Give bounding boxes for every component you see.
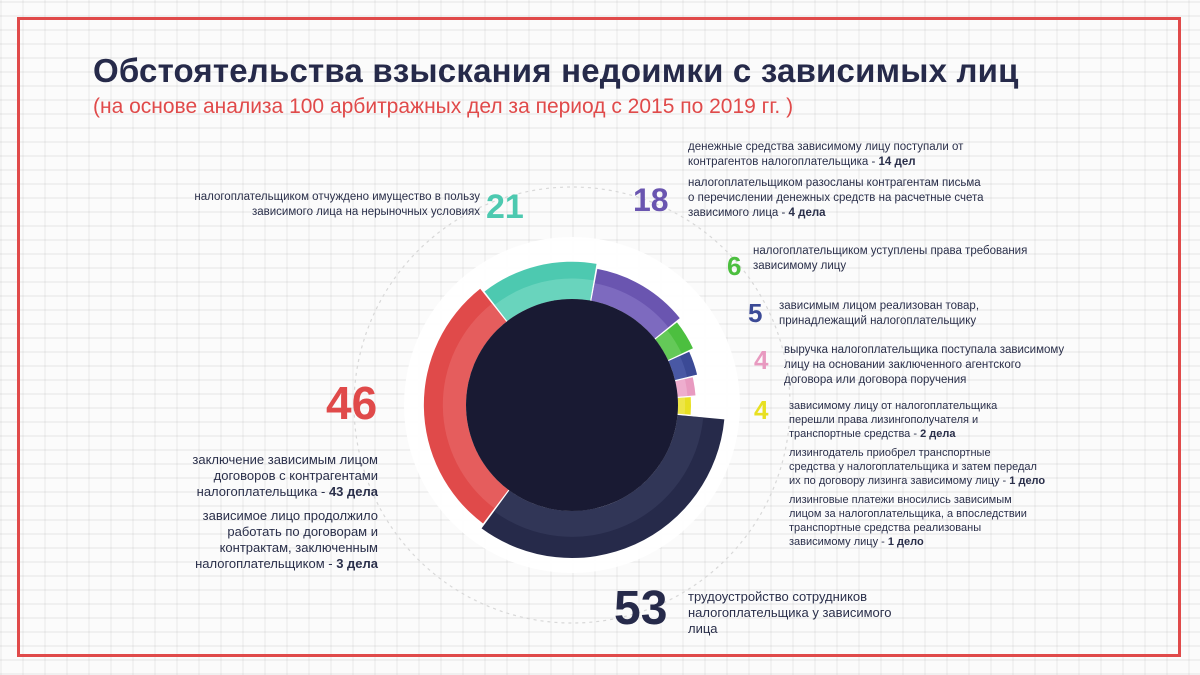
label-4-yellow-b2: средства у налогоплательщика и затем пер…	[789, 461, 1037, 473]
label-21: налогоплательщиком отчуждено имущество в…	[150, 190, 480, 220]
label-18: денежные средства зависимому лицу поступ…	[688, 140, 1008, 221]
slice-6-band	[668, 356, 688, 380]
label-46-a2: договоров с контрагентами	[213, 468, 378, 483]
number-4-pink: 4	[754, 345, 769, 375]
label-53-line3: лица	[688, 621, 718, 636]
label-46-b4-count: 3 дела	[336, 556, 378, 571]
label-4-yellow: зависимому лицу от налогоплательщика пер…	[789, 399, 1079, 549]
slice-2-46	[423, 288, 509, 524]
label-46-b4: налогоплательщиком -	[195, 556, 337, 571]
label-46-b1: зависимое лицо продолжило	[202, 508, 378, 523]
label-4-pink-line3: договора или договора поручения	[784, 374, 967, 386]
label-18-b2: о перечислении денежных средств на расче…	[688, 192, 984, 204]
label-4-yellow-c2: лицом за налогоплательщика, а впоследств…	[789, 508, 1027, 520]
label-46-b3: контрактам, заключенным	[219, 540, 378, 555]
red-frame	[17, 17, 1181, 657]
page-subtitle: (на основе анализа 100 арбитражных дел з…	[93, 95, 794, 118]
label-18-a1: денежные средства зависимому лицу поступ…	[688, 141, 964, 153]
label-46-a1: заключение зависимым лицом	[192, 452, 378, 467]
number-53: 53	[614, 582, 668, 635]
label-46: заключение зависимым лицом договоров с к…	[150, 452, 378, 572]
number-21: 21	[486, 188, 524, 226]
label-18-b3-count: 4 дела	[788, 207, 826, 219]
label-21-line2: зависимого лица на нерыночных условиях	[251, 206, 480, 218]
number-18: 18	[633, 182, 669, 218]
label-6-line1: налогоплательщиком уступлены права требо…	[753, 245, 1028, 257]
label-18-a2-count: 14 дел	[878, 156, 916, 168]
label-53: трудоустройство сотрудников налогоплател…	[688, 589, 948, 637]
slice-2-band	[442, 303, 509, 509]
label-4-yellow-b3: их по договору лизинга зависимому лицу -	[789, 475, 1010, 487]
slice-8-band	[677, 397, 686, 415]
label-4-pink-line2: лицу на основании заключенного агентског…	[784, 359, 1022, 371]
label-4-yellow-c1: лизинговые платежи вносились зависимым	[789, 494, 1012, 506]
label-4-yellow-b3-count: 1 дело	[1009, 475, 1046, 487]
outer-dashed-guide	[353, 186, 791, 624]
label-5: зависимым лицом реализован товар, принад…	[779, 299, 1039, 329]
label-4-yellow-a3-count: 2 дела	[920, 428, 956, 440]
donut-center	[466, 299, 678, 511]
label-4-yellow-b1: лизингодатель приобрел транспортные	[789, 447, 991, 459]
label-18-b1: налогоплательщиком разосланы контрагента…	[688, 177, 981, 189]
label-6: налогоплательщиком уступлены права требо…	[753, 244, 1053, 274]
slice-5-band	[655, 330, 682, 361]
label-6-line2: зависимому лицу	[753, 260, 847, 272]
slice-7-band	[675, 379, 688, 397]
label-4-pink-line1: выручка налогоплательщика поступала зави…	[784, 344, 1065, 356]
label-18-a2: контрагентов налогоплательщика -	[688, 156, 879, 168]
label-4-pink: выручка налогоплательщика поступала зави…	[784, 343, 1074, 388]
slice-3-band	[494, 278, 594, 322]
label-53-line2: налогоплательщика у зависимого	[688, 605, 892, 620]
label-46-b2: работать по договорам и	[227, 524, 378, 539]
label-5-line1: зависимым лицом реализован товар,	[779, 300, 980, 312]
label-46-a3-count: 43 дела	[328, 484, 378, 499]
label-53-line1: трудоустройство сотрудников	[688, 589, 868, 604]
slice-1-band	[494, 414, 704, 537]
number-5: 5	[748, 298, 763, 328]
slice-4-band	[591, 283, 669, 339]
label-4-yellow-c4: зависимому лицу -	[789, 536, 888, 548]
label-21-line1: налогоплательщиком отчуждено имущество в…	[194, 191, 480, 203]
donut-slices	[423, 261, 725, 558]
number-6: 6	[727, 251, 742, 281]
label-4-yellow-c3: транспортные средства реализованы	[789, 522, 982, 534]
label-46-a3: налогоплательщика -	[196, 484, 329, 499]
page-title: Обстоятельства взыскания недоимки с зави…	[93, 52, 1019, 89]
label-4-yellow-a2: перешли права лизингополучателя и	[789, 414, 979, 426]
label-18-b3: зависимого лица -	[688, 207, 789, 219]
label-4-yellow-a3: транспортные средства -	[789, 428, 921, 440]
number-4-yellow: 4	[754, 395, 769, 425]
label-5-line2: принадлежащий налогоплательщику	[779, 315, 977, 327]
number-46: 46	[326, 377, 378, 429]
label-4-yellow-a1: зависимому лицу от налогоплательщика	[789, 400, 998, 412]
label-4-yellow-c4-count: 1 дело	[887, 536, 924, 548]
